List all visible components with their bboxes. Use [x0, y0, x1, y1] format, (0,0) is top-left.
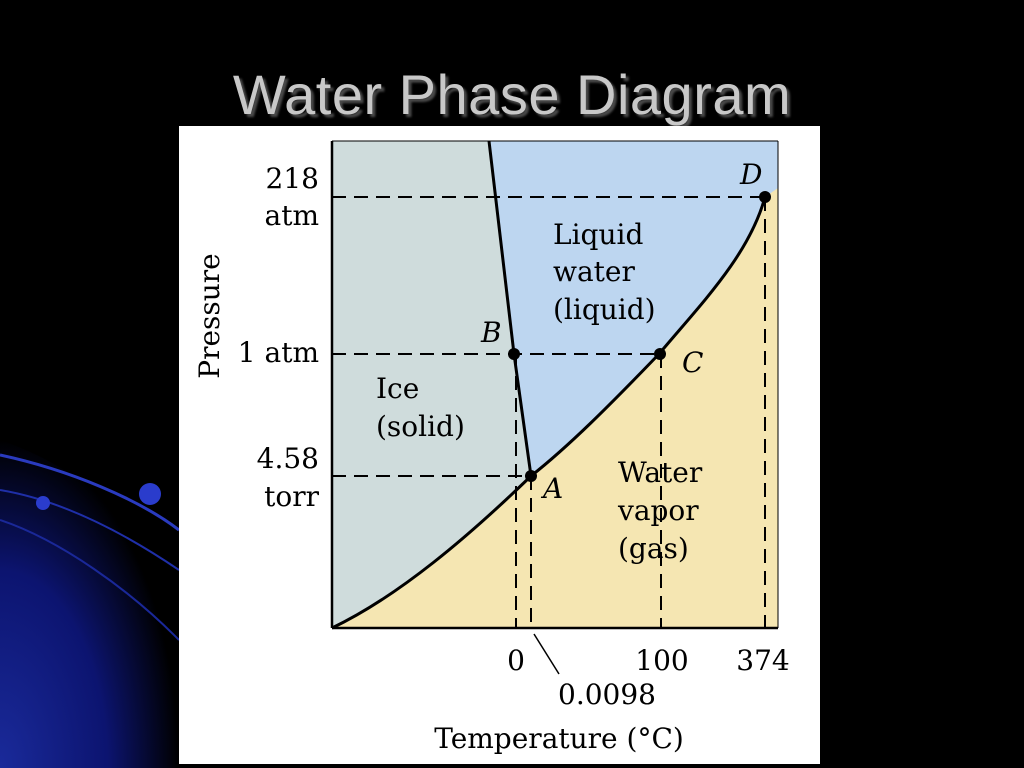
- phase-diagram-figure: A B C D Ice (solid) Liquid water (liquid…: [179, 126, 820, 764]
- point-c-label: C: [682, 346, 703, 379]
- phase-diagram-svg: A B C D Ice (solid) Liquid water (liquid…: [193, 140, 790, 755]
- region-liquid-label-1: Liquid: [553, 218, 643, 251]
- point-d: [759, 191, 771, 203]
- region-vapor: [332, 188, 778, 628]
- x-tick-100: 100: [635, 644, 688, 677]
- solid-gas-boundary: [331, 474, 533, 630]
- y-tick-218: 218: [266, 162, 319, 195]
- point-b: [508, 348, 520, 360]
- x-axis-title: Temperature (°C): [434, 722, 684, 755]
- point-a-label: A: [540, 472, 563, 505]
- x-tick-374: 374: [736, 644, 789, 677]
- region-liquid-label-2: water: [553, 255, 635, 288]
- point-a: [525, 470, 537, 482]
- y-axis-title: Pressure: [193, 253, 226, 379]
- region-ice-label-2: (solid): [376, 410, 465, 443]
- region-vapor-label-2: vapor: [617, 494, 699, 527]
- point-c: [654, 348, 666, 360]
- point-d-label: D: [739, 158, 762, 191]
- region-vapor-label-3: (gas): [618, 532, 689, 565]
- slide-title: Water Phase Diagram: [232, 63, 792, 126]
- x-tick-0-0098-leader: [533, 633, 560, 675]
- region-liquid: [489, 141, 778, 476]
- region-ice: [332, 141, 531, 628]
- y-tick-atm: atm: [265, 199, 320, 232]
- x-tick-0: 0: [507, 644, 525, 677]
- x-tick-0-0098: 0.0098: [558, 678, 656, 711]
- region-ice-label-1: Ice: [376, 372, 419, 405]
- y-tick-torr: torr: [264, 480, 319, 513]
- y-tick-4-58: 4.58: [257, 442, 319, 475]
- y-tick-1-atm: 1 atm: [238, 336, 319, 369]
- region-vapor-label-1: Water: [618, 456, 703, 489]
- region-liquid-label-3: (liquid): [553, 293, 656, 326]
- point-b-label: B: [480, 316, 502, 349]
